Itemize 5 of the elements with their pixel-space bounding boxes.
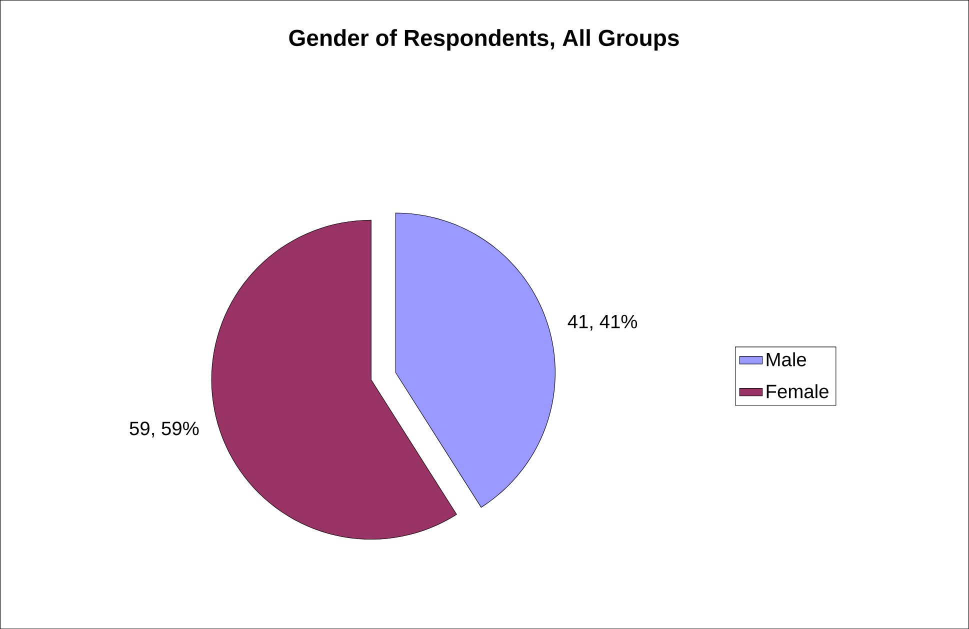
legend-label: Male [766,352,806,366]
data-label: 59, 59% [130,422,199,438]
chart-title: Gender of Respondents, All Groups [289,29,679,51]
data-label: 41, 41% [568,314,638,331]
legend-label: Female [766,384,828,398]
